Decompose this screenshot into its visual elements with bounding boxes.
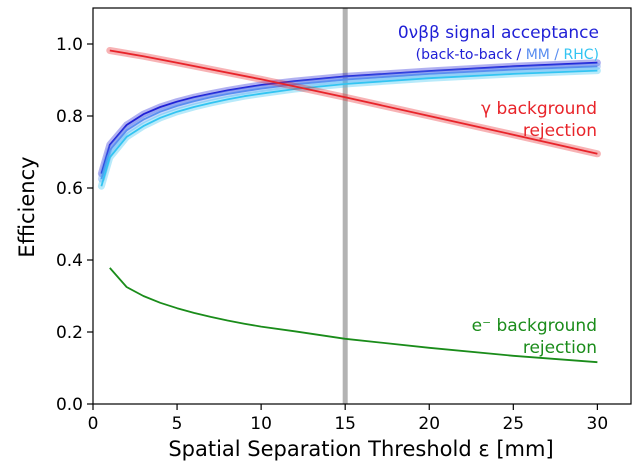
axis-ticks: 0 5 10 15 20 25 30 0.0 0.2 0.4 0.6 0.8 1.0 bbox=[56, 35, 608, 434]
y-tick-label: 0.0 bbox=[56, 395, 83, 415]
signal-back-to-back-line bbox=[100, 61, 598, 174]
y-tick-label: 1.0 bbox=[56, 35, 83, 55]
gamma-annotation-line2: rejection bbox=[523, 121, 597, 141]
x-tick-label: 25 bbox=[502, 414, 524, 434]
x-axis-label: Spatial Separation Threshold ε [mm] bbox=[168, 437, 553, 461]
signal-mm-line bbox=[100, 65, 598, 180]
electron-annotation-line2: rejection bbox=[523, 338, 597, 358]
gamma-annotation-line1: γ background bbox=[481, 99, 597, 119]
gamma-rejection-line bbox=[109, 49, 598, 155]
y-tick-label: 0.2 bbox=[56, 323, 83, 343]
signal-label-back-to-back: (back-to-back / bbox=[416, 47, 526, 63]
x-tick-label: 15 bbox=[334, 414, 356, 434]
x-tick-label: 10 bbox=[250, 414, 272, 434]
x-tick-label: 30 bbox=[587, 414, 609, 434]
x-tick-label: 5 bbox=[172, 414, 183, 434]
signal-label-mm: MM bbox=[526, 47, 550, 63]
electron-annotation-line1: e⁻ background bbox=[472, 316, 597, 336]
signal-annotation-line1: 0νββ signal acceptance bbox=[398, 23, 599, 43]
y-tick-label: 0.6 bbox=[56, 179, 83, 199]
signal-annotation-line2: (back-to-back / MM / RHC) bbox=[416, 47, 599, 63]
y-tick-label: 0.4 bbox=[56, 251, 83, 271]
plot-content bbox=[97, 8, 601, 404]
y-tick-label: 0.8 bbox=[56, 107, 83, 127]
electron-rejection-line bbox=[109, 267, 598, 364]
signal-label-rhc: RHC) bbox=[564, 47, 600, 63]
x-tick-label: 20 bbox=[418, 414, 440, 434]
x-tick-label: 0 bbox=[88, 414, 99, 434]
signal-rhc-line bbox=[100, 69, 598, 187]
signal-label-sep: / bbox=[550, 47, 564, 63]
y-axis-label: Efficiency bbox=[15, 156, 39, 257]
plot-frame bbox=[92, 7, 632, 405]
